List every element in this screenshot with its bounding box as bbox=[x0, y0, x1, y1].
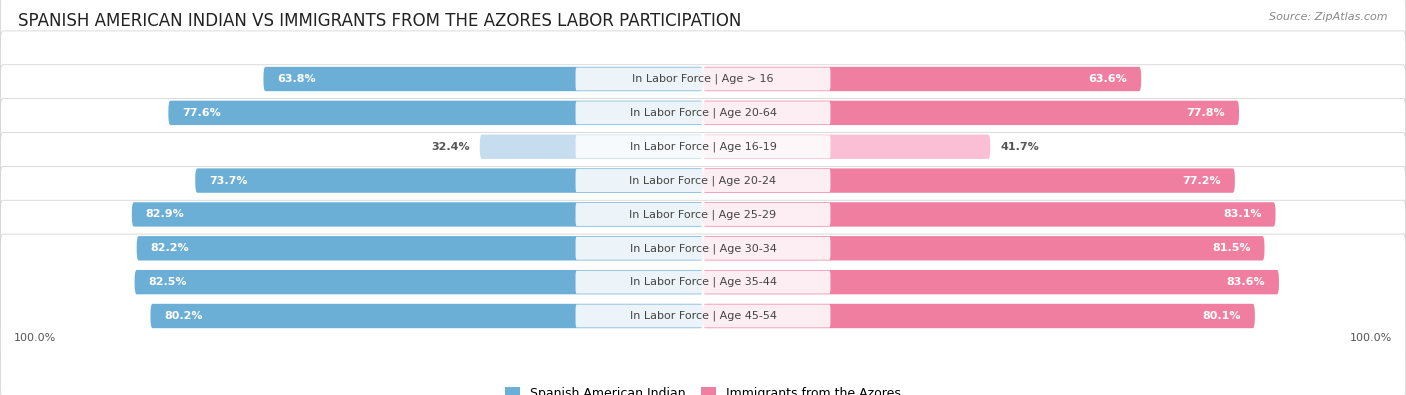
FancyBboxPatch shape bbox=[0, 99, 1406, 263]
FancyBboxPatch shape bbox=[703, 236, 1264, 260]
Text: 81.5%: 81.5% bbox=[1212, 243, 1251, 253]
Text: In Labor Force | Age 16-19: In Labor Force | Age 16-19 bbox=[630, 141, 776, 152]
Legend: Spanish American Indian, Immigrants from the Azores: Spanish American Indian, Immigrants from… bbox=[501, 382, 905, 395]
FancyBboxPatch shape bbox=[0, 234, 1406, 395]
Text: 82.5%: 82.5% bbox=[149, 277, 187, 287]
FancyBboxPatch shape bbox=[195, 168, 703, 193]
Text: 63.8%: 63.8% bbox=[277, 74, 316, 84]
FancyBboxPatch shape bbox=[703, 67, 1142, 91]
Text: In Labor Force | Age 20-24: In Labor Force | Age 20-24 bbox=[630, 175, 776, 186]
FancyBboxPatch shape bbox=[703, 202, 1275, 227]
Text: 63.6%: 63.6% bbox=[1088, 74, 1128, 84]
FancyBboxPatch shape bbox=[703, 270, 1279, 294]
FancyBboxPatch shape bbox=[575, 237, 831, 260]
Text: 80.1%: 80.1% bbox=[1202, 311, 1241, 321]
Text: Source: ZipAtlas.com: Source: ZipAtlas.com bbox=[1270, 12, 1388, 22]
Text: In Labor Force | Age 45-54: In Labor Force | Age 45-54 bbox=[630, 311, 776, 321]
FancyBboxPatch shape bbox=[132, 202, 703, 227]
FancyBboxPatch shape bbox=[263, 67, 703, 91]
FancyBboxPatch shape bbox=[575, 135, 831, 158]
Text: SPANISH AMERICAN INDIAN VS IMMIGRANTS FROM THE AZORES LABOR PARTICIPATION: SPANISH AMERICAN INDIAN VS IMMIGRANTS FR… bbox=[18, 12, 741, 30]
FancyBboxPatch shape bbox=[575, 203, 831, 226]
Text: 73.7%: 73.7% bbox=[209, 175, 247, 186]
FancyBboxPatch shape bbox=[703, 168, 1234, 193]
Text: 100.0%: 100.0% bbox=[1350, 333, 1392, 343]
FancyBboxPatch shape bbox=[0, 65, 1406, 229]
FancyBboxPatch shape bbox=[0, 166, 1406, 330]
FancyBboxPatch shape bbox=[575, 68, 831, 90]
FancyBboxPatch shape bbox=[0, 200, 1406, 364]
Text: 77.2%: 77.2% bbox=[1182, 175, 1220, 186]
Text: 82.2%: 82.2% bbox=[150, 243, 188, 253]
Text: In Labor Force | Age 35-44: In Labor Force | Age 35-44 bbox=[630, 277, 776, 288]
FancyBboxPatch shape bbox=[135, 270, 703, 294]
FancyBboxPatch shape bbox=[575, 271, 831, 293]
Text: 80.2%: 80.2% bbox=[165, 311, 202, 321]
Text: In Labor Force | Age 20-64: In Labor Force | Age 20-64 bbox=[630, 107, 776, 118]
FancyBboxPatch shape bbox=[575, 169, 831, 192]
Text: 100.0%: 100.0% bbox=[14, 333, 56, 343]
Text: In Labor Force | Age > 16: In Labor Force | Age > 16 bbox=[633, 74, 773, 84]
Text: 83.6%: 83.6% bbox=[1226, 277, 1265, 287]
FancyBboxPatch shape bbox=[0, 132, 1406, 296]
Text: 41.7%: 41.7% bbox=[1001, 142, 1039, 152]
Text: In Labor Force | Age 30-34: In Labor Force | Age 30-34 bbox=[630, 243, 776, 254]
Text: 82.9%: 82.9% bbox=[146, 209, 184, 220]
Text: 77.6%: 77.6% bbox=[183, 108, 221, 118]
FancyBboxPatch shape bbox=[0, 31, 1406, 195]
Text: 32.4%: 32.4% bbox=[430, 142, 470, 152]
FancyBboxPatch shape bbox=[703, 101, 1239, 125]
FancyBboxPatch shape bbox=[703, 304, 1254, 328]
FancyBboxPatch shape bbox=[150, 304, 703, 328]
Text: In Labor Force | Age 25-29: In Labor Force | Age 25-29 bbox=[630, 209, 776, 220]
FancyBboxPatch shape bbox=[0, 0, 1406, 161]
Text: 83.1%: 83.1% bbox=[1223, 209, 1261, 220]
FancyBboxPatch shape bbox=[479, 135, 703, 159]
FancyBboxPatch shape bbox=[703, 135, 990, 159]
FancyBboxPatch shape bbox=[169, 101, 703, 125]
FancyBboxPatch shape bbox=[136, 236, 703, 260]
Text: 77.8%: 77.8% bbox=[1187, 108, 1225, 118]
FancyBboxPatch shape bbox=[575, 102, 831, 124]
FancyBboxPatch shape bbox=[575, 305, 831, 327]
